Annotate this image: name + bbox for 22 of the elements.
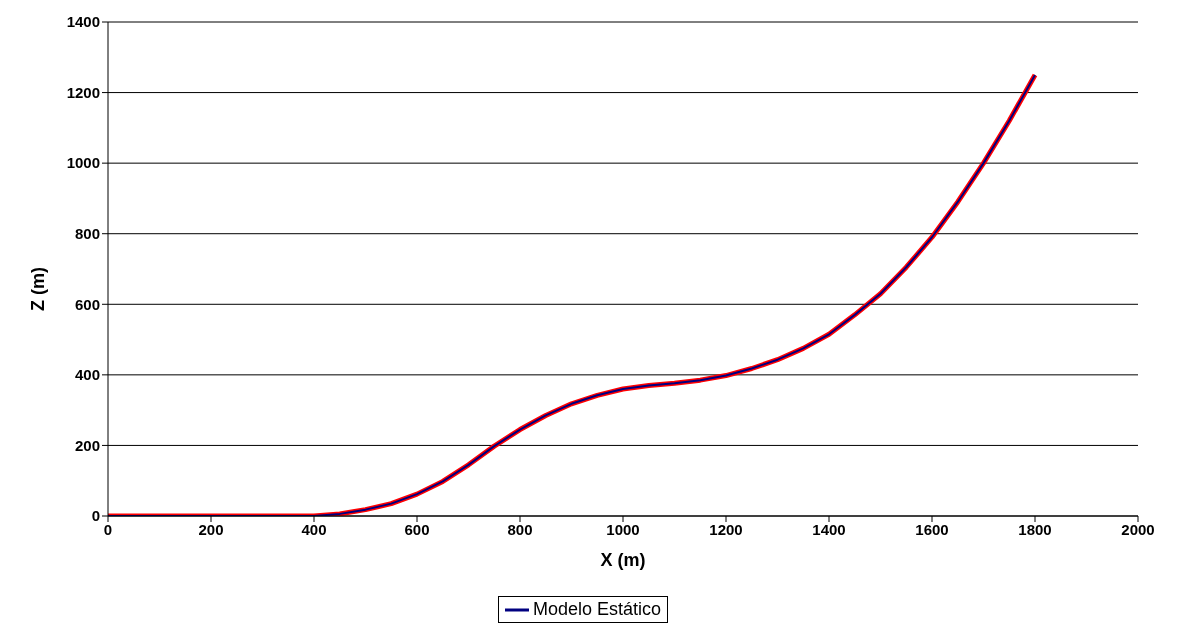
x-tick-label: 1800 [1018,520,1052,538]
y-tick-label: 1400 [66,13,100,31]
x-tick-label: 600 [404,520,430,538]
y-tick-label: 600 [74,295,100,313]
x-tick-label: 2000 [1121,520,1155,538]
x-tick-label: 1400 [812,520,846,538]
x-tick-label: 800 [507,520,533,538]
y-tick-label: 1200 [66,83,100,101]
x-tick-label: 200 [198,520,224,538]
y-tick-label: 200 [74,436,100,454]
y-tick-label: 0 [91,507,100,525]
y-tick-label: 800 [74,225,100,243]
y-axis-title: Z (m) [28,267,49,311]
x-tick-label: 0 [103,520,113,538]
x-tick-label: 1000 [606,520,640,538]
x-axis-title: X (m) [600,550,646,570]
legend-label: Modelo Estático [532,599,662,620]
y-tick-label: 400 [74,366,100,384]
x-tick-label: 400 [301,520,327,538]
x-tick-label: 1200 [709,520,743,538]
y-tick-label: 1000 [66,154,100,172]
x-tick-label: 1600 [915,520,949,538]
